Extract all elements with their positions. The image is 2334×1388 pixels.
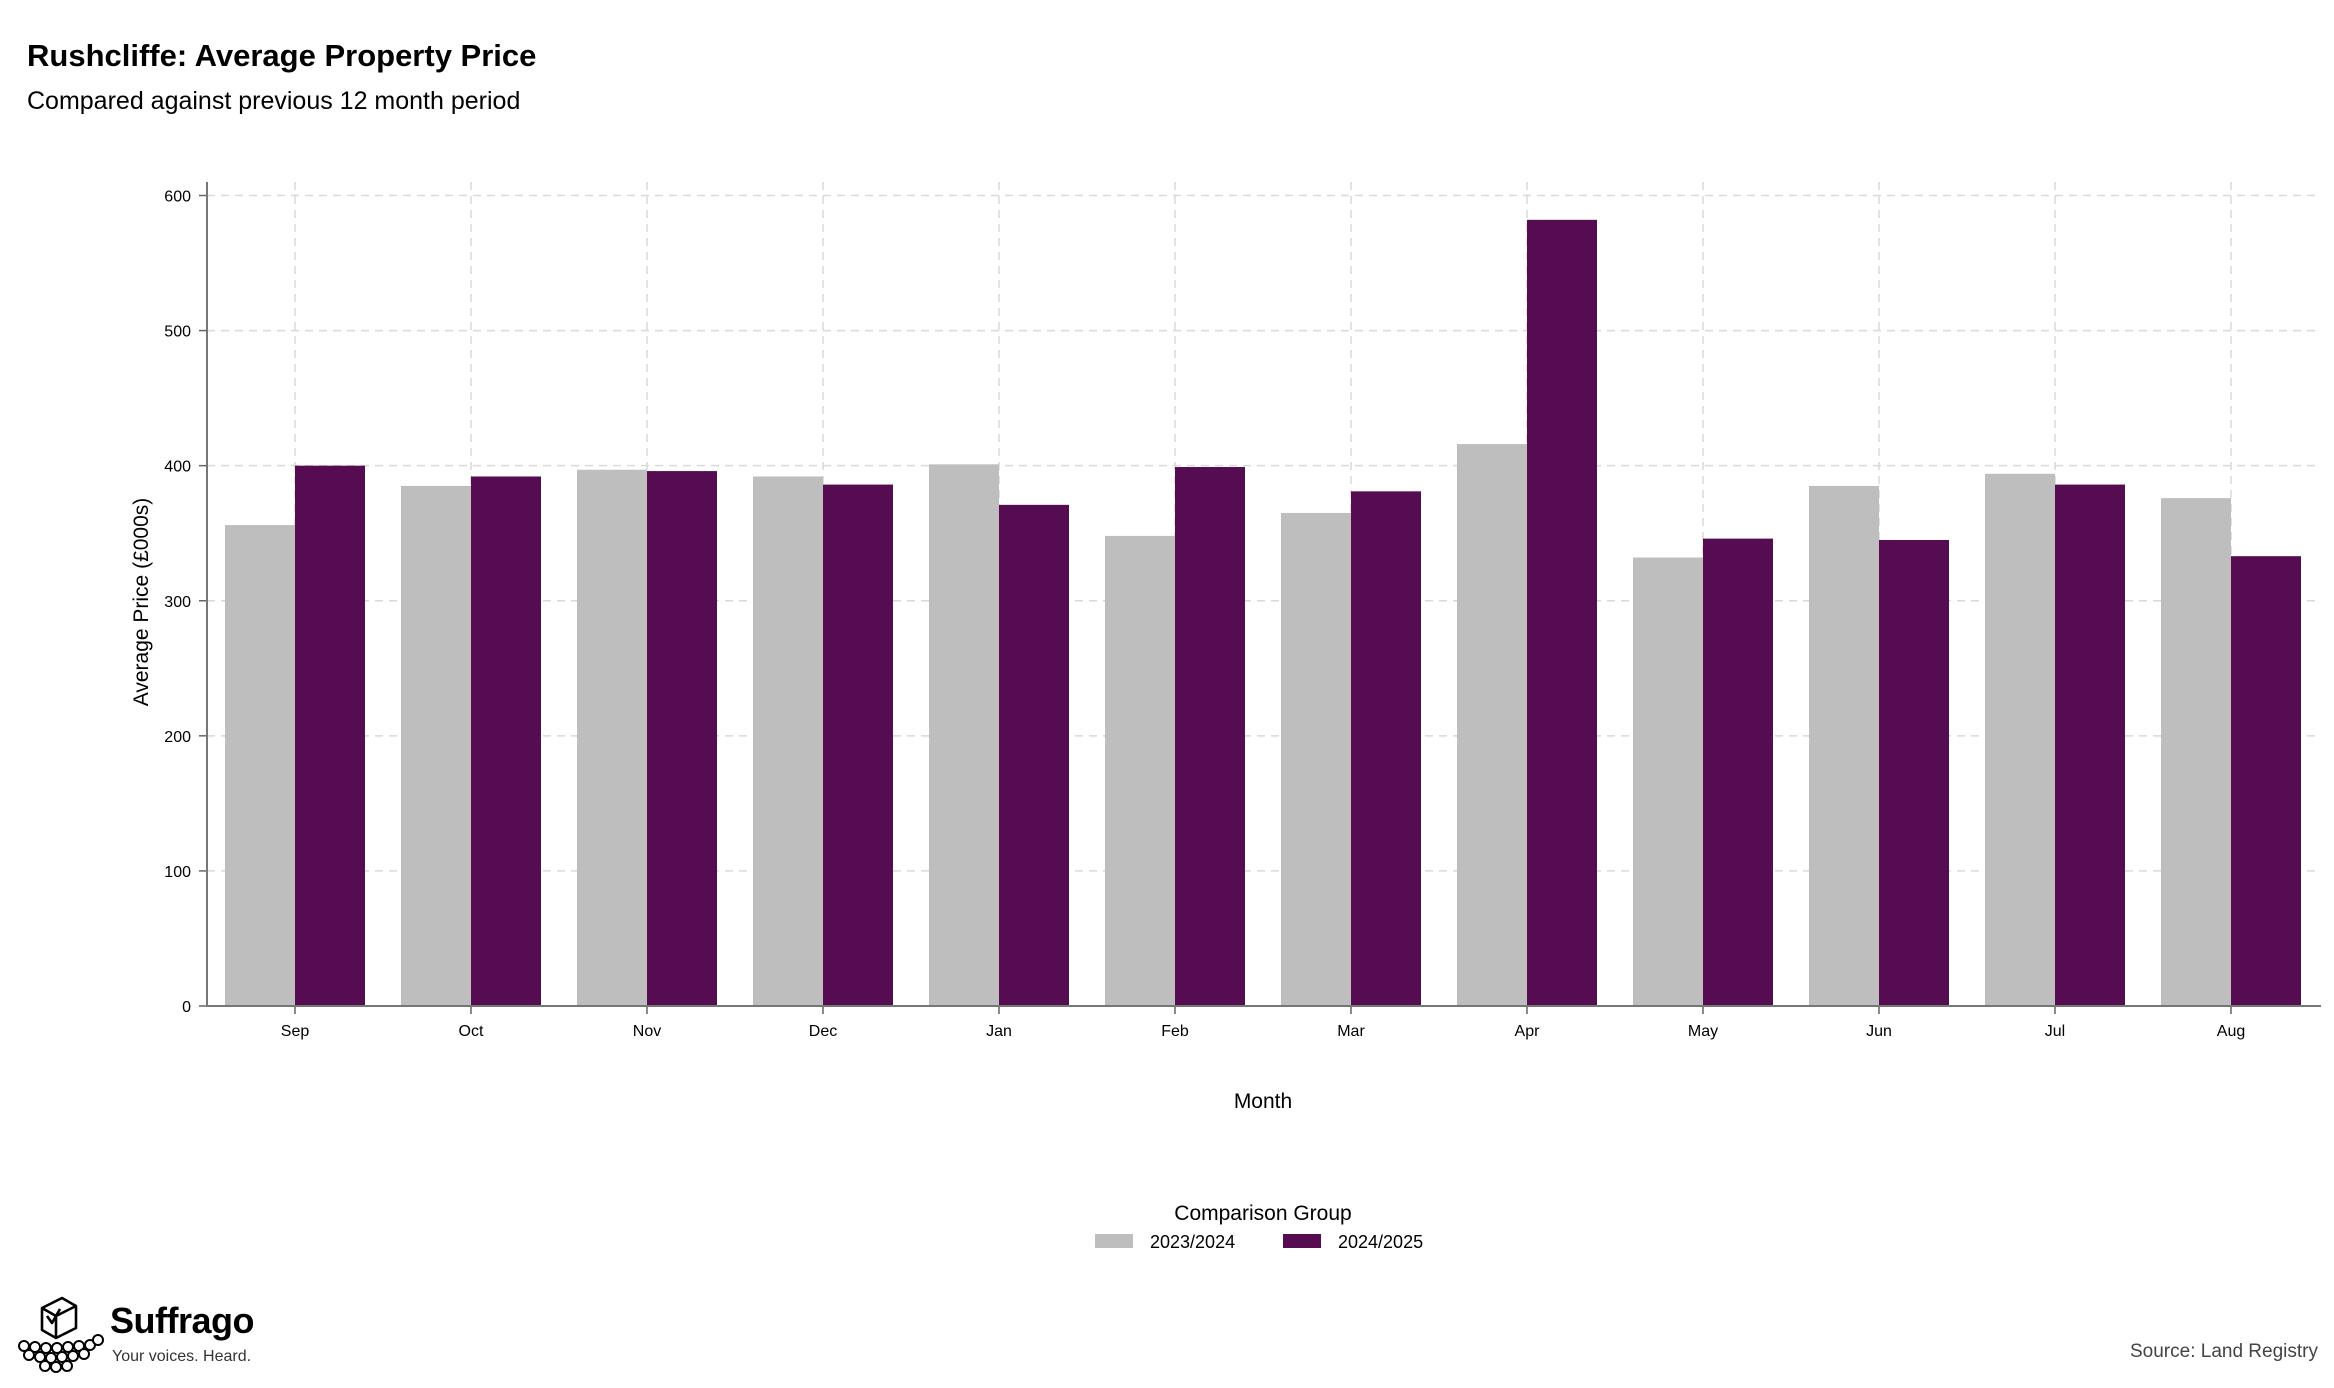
x-tick-label: Aug — [2217, 1023, 2245, 1040]
bar-feb-2023-2024 — [1105, 535, 1175, 1006]
x-tick-label: Feb — [1161, 1023, 1189, 1040]
bar-apr-2024-2025 — [1527, 219, 1597, 1007]
x-tick-label: Jul — [2045, 1023, 2065, 1040]
bar-jul-2024-2025 — [2055, 484, 2125, 1006]
x-tick-label: Jan — [986, 1023, 1012, 1040]
x-tick-label: Mar — [1337, 1023, 1365, 1040]
suffrago-logo: Suffrago Your voices. Heard. — [14, 1294, 274, 1378]
bar-jan-2024-2025 — [999, 504, 1069, 1006]
y-tick-label: 200 — [164, 729, 191, 746]
y-tick-label: 0 — [182, 999, 191, 1016]
x-tick-label: Oct — [459, 1023, 484, 1040]
brand-name: Suffrago — [110, 1300, 255, 1341]
y-tick-label: 600 — [164, 189, 191, 206]
x-tick-label: Dec — [809, 1023, 837, 1040]
x-axis-title: Month — [1234, 1090, 1292, 1113]
legend-label-2023-2024: 2023/2024 — [1150, 1232, 1235, 1252]
bar-jun-2023-2024 — [1809, 485, 1879, 1006]
chart-subtitle: Compared against previous 12 month perio… — [27, 87, 521, 115]
bar-dec-2023-2024 — [753, 476, 823, 1006]
bar-oct-2024-2025 — [471, 476, 541, 1006]
bar-mar-2024-2025 — [1351, 491, 1421, 1006]
bar-aug-2023-2024 — [2161, 498, 2231, 1006]
ballot-box-icon — [18, 1296, 104, 1373]
brand-tagline: Your voices. Heard. — [112, 1348, 252, 1365]
bar-sep-2024-2025 — [295, 465, 365, 1006]
bar-jan-2023-2024 — [929, 464, 999, 1007]
tick-labels: 0 100 200 300 400 500 600 Sep Oct Nov Dec Jan Feb Mar… — [164, 189, 2245, 1040]
x-tick-label: Sep — [281, 1023, 310, 1040]
bar-jun-2024-2025 — [1879, 539, 1949, 1006]
x-tick-label: Apr — [1515, 1023, 1541, 1040]
bar-may-2024-2025 — [1703, 538, 1773, 1006]
legend-swatch-2024-2025 — [1283, 1234, 1321, 1248]
x-tick-label: Nov — [633, 1023, 661, 1040]
y-tick-label: 300 — [164, 594, 191, 611]
x-tick-label: May — [1688, 1023, 1718, 1040]
legend-title: Comparison Group — [1174, 1202, 1351, 1225]
bar-nov-2023-2024 — [577, 469, 647, 1006]
bar-may-2023-2024 — [1633, 557, 1703, 1006]
bar-sep-2023-2024 — [225, 525, 295, 1006]
legend-label-2024-2025: 2024/2025 — [1338, 1232, 1423, 1252]
bars — [225, 219, 2301, 1007]
y-axis-title: Average Price (£000s) — [130, 498, 153, 707]
bar-dec-2024-2025 — [823, 484, 893, 1006]
source-note: Source: Land Registry — [2130, 1341, 2318, 1362]
x-tick-label: Jun — [1866, 1023, 1892, 1040]
bar-oct-2023-2024 — [401, 485, 471, 1006]
y-tick-label: 500 — [164, 324, 191, 341]
chart-title: Rushcliffe: Average Property Price — [27, 38, 537, 73]
bar-jul-2023-2024 — [1985, 473, 2055, 1006]
y-tick-label: 100 — [164, 864, 191, 881]
legend-swatch-2023-2024 — [1095, 1234, 1133, 1248]
y-tick-label: 400 — [164, 459, 191, 476]
axes — [199, 182, 2321, 1014]
bar-nov-2024-2025 — [647, 471, 717, 1006]
bar-apr-2023-2024 — [1457, 444, 1527, 1006]
bar-aug-2024-2025 — [2231, 556, 2301, 1006]
bar-mar-2023-2024 — [1281, 512, 1351, 1006]
legend: Comparison Group 2023/2024 2024/2025 — [1095, 1202, 1423, 1252]
bar-feb-2024-2025 — [1175, 467, 1245, 1006]
